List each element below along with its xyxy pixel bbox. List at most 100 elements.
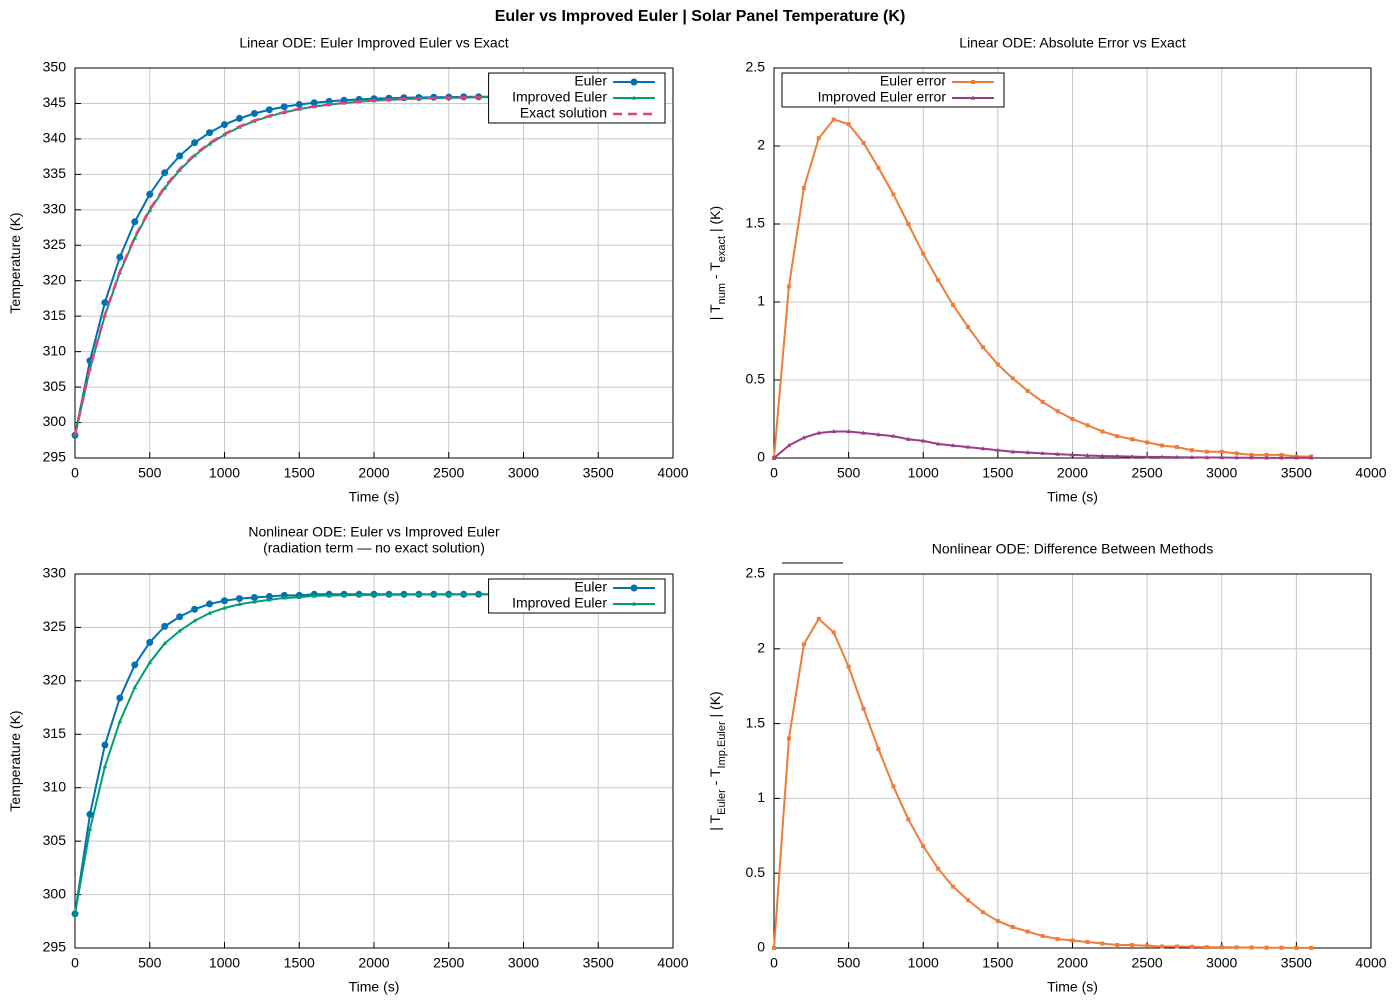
x-tick-label: 1000 xyxy=(209,465,240,481)
data-point xyxy=(1055,937,1060,942)
data-point xyxy=(446,591,452,597)
data-point xyxy=(1115,434,1120,439)
figure-title: Euler vs Improved Euler | Solar Panel Te… xyxy=(495,8,906,25)
data-point xyxy=(192,618,197,623)
legend-label: Improved Euler xyxy=(512,595,607,611)
data-point xyxy=(1010,376,1015,381)
data-point xyxy=(161,169,169,177)
data-point xyxy=(935,441,941,446)
y-axis-label-part: exact xyxy=(716,236,728,262)
y-tick-label: 1 xyxy=(757,293,765,309)
data-point xyxy=(1219,455,1225,460)
legend-label: Euler xyxy=(574,579,607,595)
x-tick-label: 3500 xyxy=(1281,955,1312,971)
legend-label: Improved Euler error xyxy=(818,89,947,105)
y-tick-label: 315 xyxy=(43,307,67,323)
data-point xyxy=(102,764,108,769)
x-tick-label: 3500 xyxy=(583,465,614,481)
data-point xyxy=(936,278,941,283)
legend-marker xyxy=(970,95,976,100)
x-tick-label: 1500 xyxy=(982,465,1013,481)
data-point xyxy=(936,866,941,871)
data-point xyxy=(1115,943,1120,948)
y-tick-label: 2 xyxy=(757,640,765,656)
data-point xyxy=(1025,929,1030,934)
data-point xyxy=(1264,455,1269,460)
data-point xyxy=(891,433,896,438)
legend-label: Improved Euler xyxy=(512,89,607,105)
data-point xyxy=(861,140,866,145)
data-point xyxy=(1174,944,1179,949)
data-point xyxy=(921,251,926,256)
y-tick-label: 315 xyxy=(43,725,67,741)
x-tick-label: 2500 xyxy=(1132,465,1163,481)
x-tick-label: 3000 xyxy=(1206,465,1237,481)
data-point xyxy=(980,446,986,451)
data-point xyxy=(265,592,273,600)
data-point xyxy=(310,99,318,107)
y-axis-label: | TEuler - TImp.Euler | (K) xyxy=(707,691,728,830)
plot-frame xyxy=(74,573,674,949)
data-point xyxy=(846,664,851,669)
y-tick-label: 310 xyxy=(43,778,67,794)
data-point xyxy=(876,747,881,752)
data-point xyxy=(132,235,138,240)
chart-title: Nonlinear ODE: Difference Between Method… xyxy=(932,541,1213,557)
data-point xyxy=(116,694,124,702)
legend-marker xyxy=(631,95,637,100)
data-point xyxy=(876,165,881,170)
data-point xyxy=(221,597,228,605)
data-point xyxy=(772,946,776,950)
data-point xyxy=(1100,941,1105,946)
x-tick-label: 1000 xyxy=(209,955,240,971)
data-point xyxy=(476,591,481,597)
data-point xyxy=(906,817,911,822)
x-tick-label: 3000 xyxy=(1206,955,1237,971)
data-point xyxy=(786,736,791,741)
data-point xyxy=(831,117,836,122)
data-point xyxy=(950,443,956,448)
data-point xyxy=(980,910,985,915)
data-point xyxy=(280,103,288,111)
plot-frame xyxy=(773,67,1372,459)
y-tick-label: 330 xyxy=(43,201,67,217)
y-tick-label: 1.5 xyxy=(746,714,766,730)
data-point xyxy=(1100,429,1105,434)
data-point xyxy=(161,622,169,630)
data-point xyxy=(1025,388,1030,393)
chart-subtitle: (radiation term — no exact solution) xyxy=(263,540,485,556)
data-point xyxy=(816,430,822,435)
y-tick-label: 345 xyxy=(43,94,67,110)
data-point xyxy=(980,345,985,350)
data-point xyxy=(771,455,777,460)
data-point xyxy=(831,630,836,635)
legend-marker xyxy=(631,601,637,606)
data-point xyxy=(1204,945,1209,950)
y-tick-label: 2.5 xyxy=(746,565,766,581)
data-point xyxy=(1174,454,1180,459)
y-axis-label: | Tnum - Texact | (K) xyxy=(707,206,728,320)
y-axis-label-part: | T xyxy=(707,304,723,320)
data-point xyxy=(1189,448,1194,453)
data-point xyxy=(147,207,153,212)
y-axis-label-part: - T xyxy=(707,262,723,283)
data-point xyxy=(1249,452,1254,457)
data-point xyxy=(995,447,1001,452)
legend-marker xyxy=(630,78,638,86)
y-tick-label: 2 xyxy=(757,137,765,153)
data-point xyxy=(1129,454,1135,459)
y-tick-label: 330 xyxy=(43,565,67,581)
series-line xyxy=(74,593,614,914)
data-point xyxy=(995,362,1000,367)
legend-marker xyxy=(971,80,975,84)
y-tick-label: 320 xyxy=(43,271,67,287)
legend-label: Exact solution xyxy=(520,105,607,121)
x-tick-label: 2000 xyxy=(1057,955,1088,971)
data-point xyxy=(1234,451,1239,456)
data-point xyxy=(1055,451,1060,456)
legend-box xyxy=(781,72,1005,108)
y-tick-label: 300 xyxy=(43,413,67,429)
data-point xyxy=(1070,417,1075,421)
series-line xyxy=(773,617,1312,949)
y-tick-label: 0.5 xyxy=(746,864,766,880)
